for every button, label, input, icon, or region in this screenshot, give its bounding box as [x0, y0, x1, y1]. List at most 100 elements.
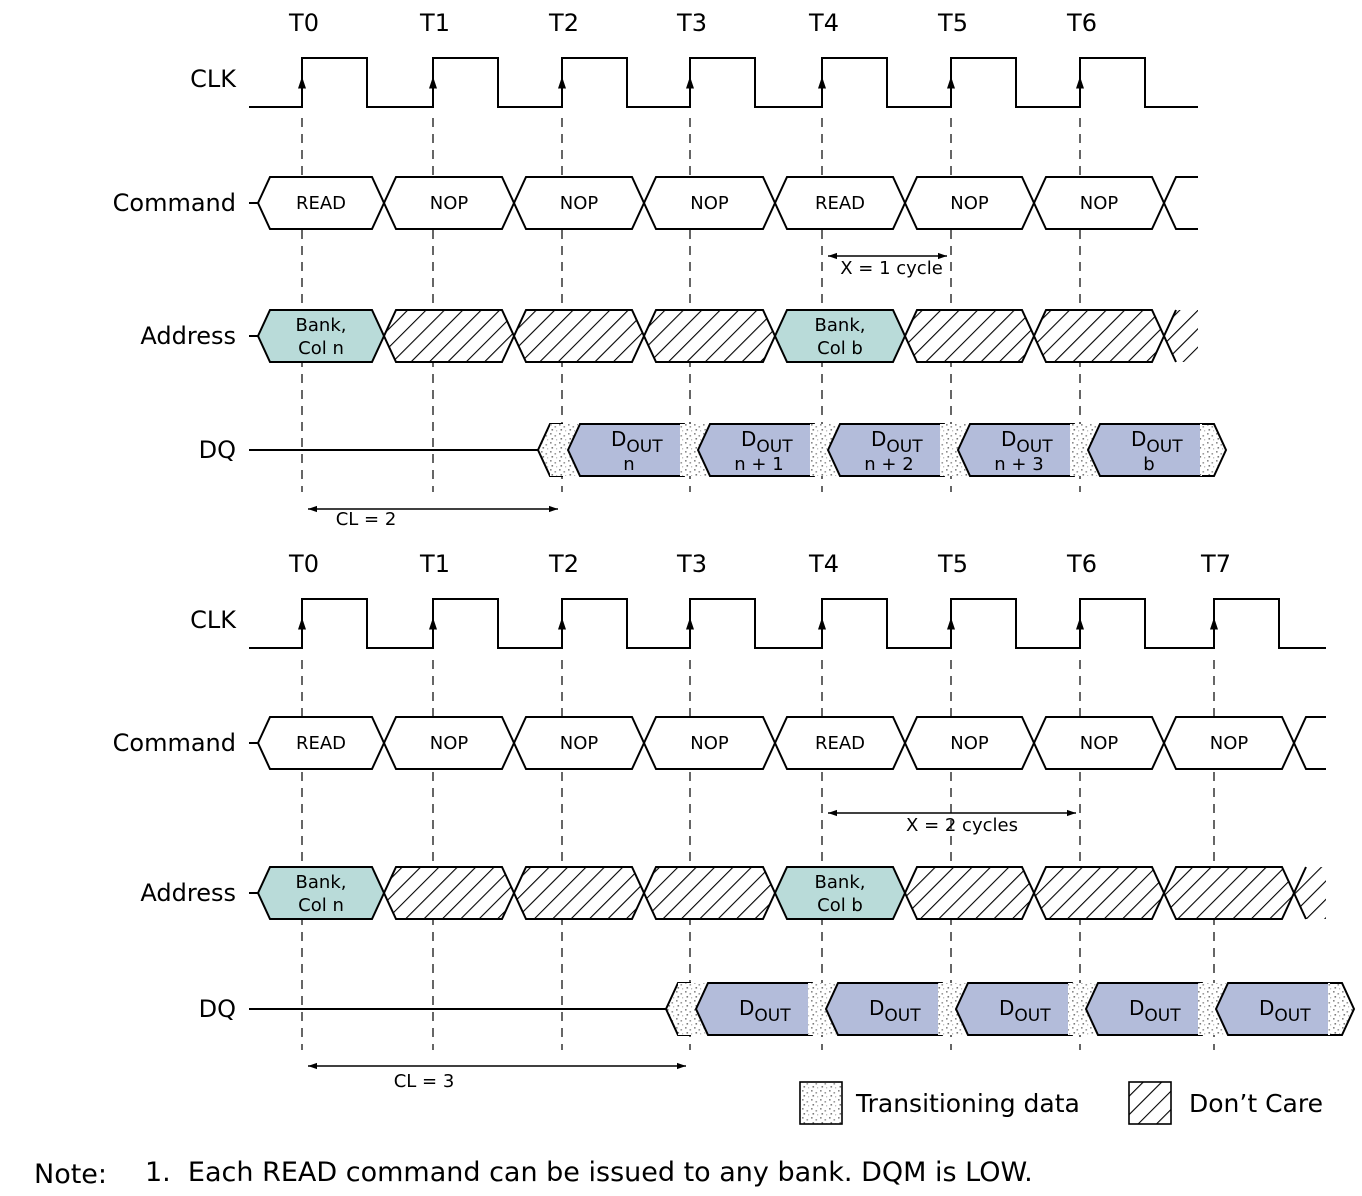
dq-dout-index: n + 2 — [864, 454, 913, 475]
signal-name-address: Address — [140, 879, 236, 907]
rising-edge-arrow — [686, 76, 694, 89]
dq-transition-fill — [810, 424, 838, 476]
dq-dout-label: DOUT — [1001, 427, 1053, 457]
address-dont-care-segment — [512, 309, 646, 363]
address-bank-label: Bank, — [296, 872, 347, 893]
legend-transitioning-label: Transitioning data — [855, 1089, 1080, 1118]
address-bank-label: Bank, — [296, 315, 347, 336]
command-value: READ — [296, 733, 346, 754]
dq-dout-main: D — [869, 996, 884, 1020]
dq-dout-label: DOUT — [611, 427, 663, 457]
rising-edge-arrow — [558, 76, 566, 89]
command-value: READ — [296, 193, 346, 214]
rising-edge-arrow — [947, 76, 955, 89]
x-cycles-label: X = 1 cycle — [840, 258, 943, 279]
signal-name-address: Address — [140, 322, 236, 350]
address-dont-care-segment — [903, 866, 1036, 920]
address-dont-care-segment — [1162, 866, 1296, 920]
x-cycles-label: X = 2 cycles — [906, 815, 1018, 836]
clock-cycle-label: T3 — [676, 9, 707, 37]
dq-transition-fill — [940, 424, 968, 476]
command-value: NOP — [690, 193, 729, 214]
dq-dout-main: D — [871, 427, 886, 451]
address-col-label: Col b — [817, 895, 863, 916]
dq-dout-main: D — [739, 996, 754, 1020]
dq-transition-fill — [1328, 983, 1354, 1035]
dq-dout-subscript: OUT — [626, 437, 663, 457]
clk-waveform — [249, 57, 1198, 108]
clock-cycle-label: T4 — [808, 9, 839, 37]
dq-dout-label: DOUT — [1129, 996, 1181, 1026]
dq-transition-fill — [938, 983, 966, 1035]
address-dont-care-segment — [382, 309, 516, 363]
dq-dout-index: n + 1 — [734, 454, 783, 475]
clock-cycle-label: T5 — [937, 550, 968, 578]
dq-dout-main: D — [1131, 427, 1146, 451]
command-value: NOP — [560, 733, 599, 754]
clock-cycle-label: T0 — [288, 550, 319, 578]
clock-cycle-label: T2 — [548, 550, 579, 578]
clock-cycle-label: T0 — [288, 9, 319, 37]
rising-edge-arrow — [947, 617, 955, 630]
address-col-label: Col b — [817, 338, 863, 359]
command-value: NOP — [1080, 733, 1119, 754]
dq-dout-label: DOUT — [871, 427, 923, 457]
rising-edge-arrow — [818, 76, 826, 89]
address-dont-care-segment — [642, 309, 777, 363]
legend-transitioning-swatch — [799, 1081, 843, 1125]
rising-edge-arrow — [1210, 617, 1218, 630]
command-value: NOP — [950, 733, 989, 754]
rising-edge-arrow — [686, 617, 694, 630]
clock-cycle-label: T6 — [1066, 9, 1097, 37]
command-value: NOP — [1210, 733, 1249, 754]
rising-edge-arrow — [298, 617, 306, 630]
dq-dout-subscript: OUT — [1014, 1006, 1051, 1026]
dq-dout-index: b — [1143, 454, 1154, 475]
address-dont-care-segment — [1032, 309, 1166, 363]
note-label: Note: — [34, 1159, 107, 1190]
dq-dout-label: DOUT — [999, 996, 1051, 1026]
dq-dout-main: D — [999, 996, 1014, 1020]
dq-transition-fill — [550, 424, 578, 476]
dq-transition-fill — [1068, 983, 1096, 1035]
signal-name-clk: CLK — [190, 606, 237, 634]
rising-edge-arrow — [429, 617, 437, 630]
legend-dont-care-label: Don’t Care — [1189, 1089, 1323, 1118]
dq-dout-index: n — [623, 454, 634, 475]
dq-dout-main: D — [1129, 996, 1144, 1020]
clock-cycle-label: T2 — [548, 9, 579, 37]
address-col-label: Col n — [298, 338, 344, 359]
dq-transition-fill — [1200, 424, 1226, 476]
address-dont-care-segment — [382, 866, 516, 920]
dq-dout-label: DOUT — [1259, 996, 1311, 1026]
timing-diagram-2: T0 T1 T2 T3 T4 T5 T6 T7 CLK Command Address DQ READ N… — [113, 550, 1356, 1092]
signal-name-command: Command — [113, 189, 236, 217]
legend: Transitioning data Don’t Care — [799, 1081, 1323, 1125]
clock-cycle-label: T1 — [419, 550, 450, 578]
address-tail — [1164, 310, 1198, 362]
clk-waveform — [249, 598, 1326, 649]
dq-dout-subscript: OUT — [884, 1006, 921, 1026]
dq-dout-label: DOUT — [1131, 427, 1183, 457]
clock-cycle-label: T4 — [808, 550, 839, 578]
address-bank-label: Bank, — [815, 315, 866, 336]
dq-dout-label: DOUT — [741, 427, 793, 457]
cas-latency-label: CL = 2 — [336, 509, 397, 530]
note-text: 1. Each READ command can be issued to an… — [145, 1157, 1033, 1188]
dq-dout-subscript: OUT — [756, 437, 793, 457]
signal-name-dq: DQ — [199, 436, 236, 464]
dq-dout-subscript: OUT — [1016, 437, 1053, 457]
signal-name-dq: DQ — [199, 995, 236, 1023]
timing-diagram-1: T0 T1 T2 T3 T4 T5 T6 CLK Command Address DQ READ NOP… — [113, 9, 1228, 530]
address-dont-care-segment — [903, 309, 1036, 363]
dq-dout-subscript: OUT — [754, 1006, 791, 1026]
rising-edge-arrow — [558, 617, 566, 630]
command-value: READ — [815, 193, 865, 214]
command-value: NOP — [560, 193, 599, 214]
legend-dont-care-swatch — [1128, 1081, 1172, 1125]
dq-dout-label: DOUT — [869, 996, 921, 1026]
command-value: NOP — [1080, 193, 1119, 214]
dq-dout-subscript: OUT — [1146, 437, 1183, 457]
address-bank-label: Bank, — [815, 872, 866, 893]
